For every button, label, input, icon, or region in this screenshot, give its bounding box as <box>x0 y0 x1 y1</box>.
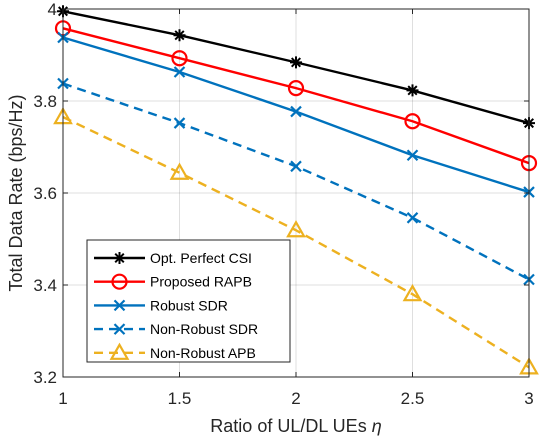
legend-marker-2 <box>113 299 126 312</box>
legend-label-2: Robust SDR <box>150 297 228 313</box>
y-tick-label-1: 3.4 <box>33 276 57 295</box>
series-2-point-2 <box>290 105 302 118</box>
series-line-1 <box>62 27 530 165</box>
series-0-point-2 <box>290 56 302 69</box>
legend-marker-4 <box>109 342 130 360</box>
legend-label-4: Non-Robust APB <box>150 345 256 361</box>
y-tick-label-4: 4 <box>48 0 57 19</box>
x-axis-symbol: η <box>372 416 382 436</box>
legend: Opt. Perfect CSI Proposed RAPB Robust SDR N… <box>86 239 291 363</box>
series-4-point-2 <box>286 220 306 238</box>
series-2-point-3 <box>406 149 419 162</box>
x-axis-title-text: Ratio of UL/DL UEs <box>210 416 366 436</box>
series-line-4 <box>62 116 530 369</box>
series-0-point-1 <box>173 29 186 42</box>
series-3-point-3 <box>406 212 419 224</box>
series-3-point-2 <box>290 160 302 173</box>
series-1-point-1 <box>171 50 188 67</box>
x-axis-title: Ratio of UL/DL UEs η <box>210 416 381 436</box>
axis-ticks: 1 1.5 2 2.5 3 3.2 3.4 3.6 3.8 4 <box>33 0 533 408</box>
x-tick-label-2: 2 <box>291 389 300 408</box>
series-4-point-3 <box>402 283 423 302</box>
y-tick-label-2: 3.6 <box>33 184 57 203</box>
legend-label-3: Non-Robust SDR <box>150 321 258 337</box>
series-0-point-3 <box>406 84 419 97</box>
y-tick-label-3: 3.8 <box>33 92 57 111</box>
series-3-point-1 <box>173 117 186 129</box>
series-4-point-1 <box>169 162 190 180</box>
x-tick-label-4: 3 <box>524 389 533 408</box>
series-4 <box>53 106 539 375</box>
legend-label-1: Proposed RAPB <box>150 274 252 290</box>
x-tick-label-0: 1 <box>58 389 67 408</box>
series-1-point-3 <box>404 113 421 130</box>
y-axis-title: Total Data Rate (bps/Hz) <box>6 94 26 291</box>
series-2-point-1 <box>173 66 186 78</box>
legend-label-0: Opt. Perfect CSI <box>150 250 252 266</box>
series-1-point-2 <box>287 80 305 97</box>
legend-marker-0 <box>113 252 126 264</box>
x-tick-label-3: 2.5 <box>401 389 425 408</box>
legend-marker-3 <box>113 323 126 335</box>
y-tick-label-0: 3.2 <box>33 368 57 387</box>
legend-marker-1 <box>111 273 128 290</box>
x-tick-label-1: 1.5 <box>168 389 192 408</box>
